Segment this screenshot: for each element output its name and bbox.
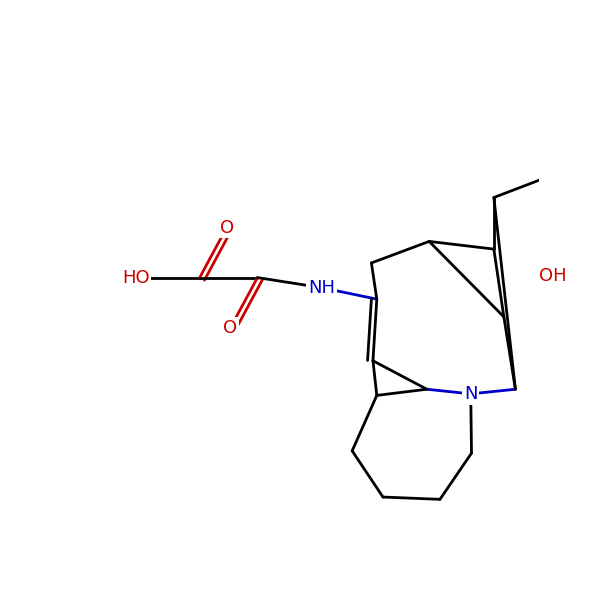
Text: O: O — [223, 319, 238, 337]
Text: OH: OH — [539, 267, 566, 285]
Text: HO: HO — [122, 269, 149, 287]
Text: O: O — [220, 218, 234, 236]
Text: NH: NH — [308, 278, 335, 296]
Text: N: N — [464, 385, 478, 403]
